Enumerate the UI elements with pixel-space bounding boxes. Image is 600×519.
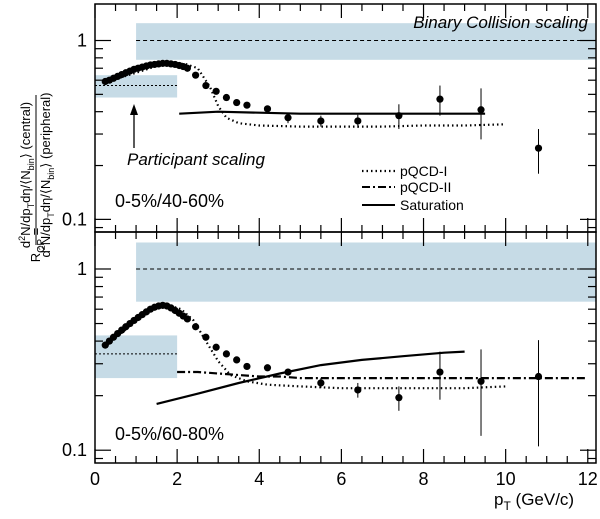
data-point <box>354 117 362 125</box>
panel-label-top: 0-5%/40-60% <box>115 191 224 211</box>
y-axis-title: RCP = d2N/dpTdη/⟨Nbin⟩ (central) d2N/dpT… <box>17 93 56 263</box>
y-tick-label: 1 <box>77 31 87 51</box>
data-point <box>436 95 444 103</box>
y-tick-label: 1 <box>77 259 87 279</box>
data-point <box>477 377 485 385</box>
panel-label-bottom: 0-5%/60-80% <box>115 424 224 444</box>
data-point <box>534 144 543 152</box>
data-point <box>183 315 191 323</box>
x-tick-label: 4 <box>254 469 264 489</box>
data-point <box>222 93 231 102</box>
legend: pQCD-I pQCD-II Saturation <box>362 163 464 213</box>
data-point <box>243 101 251 109</box>
data-point <box>395 394 403 402</box>
data-point <box>243 362 251 371</box>
legend-pqcd2-label: pQCD-II <box>400 179 451 195</box>
data-point <box>212 87 220 95</box>
data-point <box>317 379 325 387</box>
x-tick-label: 6 <box>336 469 346 489</box>
data-point <box>317 117 325 125</box>
data-point <box>183 64 191 72</box>
x-tick-label: 0 <box>90 469 100 489</box>
data-point <box>202 333 210 341</box>
data-point <box>212 343 220 351</box>
binary-scaling-band <box>136 242 597 302</box>
saturation-curve <box>156 350 465 405</box>
data-point <box>222 350 231 358</box>
pqcd1-curve <box>106 304 506 390</box>
x-tick-label: 12 <box>578 469 598 489</box>
panel-top: 0.11 <box>62 3 597 233</box>
saturation-curve <box>179 110 486 115</box>
data-point <box>233 356 241 364</box>
data-point <box>192 323 200 331</box>
legend-pqcd1-label: pQCD-I <box>400 163 447 179</box>
data-point <box>284 368 292 376</box>
x-tick-label: 2 <box>172 469 182 489</box>
legend-saturation-label: Saturation <box>400 197 464 213</box>
data-point <box>395 112 403 120</box>
plot-frame <box>94 231 597 464</box>
y-tick-label: 0.1 <box>62 440 87 460</box>
data-point <box>233 98 241 107</box>
binary-scaling-band <box>136 23 597 60</box>
data-point <box>477 106 485 114</box>
panel-bottom: 0.110 2 4 6 8 10 12 <box>62 231 598 489</box>
x-tick-label: 8 <box>419 469 429 489</box>
data-point <box>192 71 200 79</box>
svg-text:d2N/dpTdη/⟨Nbin⟩ (peripheral): d2N/dpTdη/⟨Nbin⟩ (peripheral) <box>37 93 56 258</box>
participant-scaling-label: Participant scaling <box>127 150 266 169</box>
data-point <box>263 105 272 113</box>
data-point <box>354 386 362 394</box>
x-tick-label: 10 <box>496 469 516 489</box>
y-tick-label: 0.1 <box>62 209 87 229</box>
svg-text:d2N/dpTdη/⟨Nbin⟩ (central): d2N/dpTdη/⟨Nbin⟩ (central) <box>17 102 36 248</box>
pqcd2-curve <box>177 370 588 380</box>
x-axis-title: pT (GeV/c) <box>494 490 574 513</box>
participant-arrow <box>130 104 138 148</box>
data-point <box>534 372 543 381</box>
data-point <box>284 114 292 122</box>
data-point <box>202 81 210 90</box>
data-point <box>436 368 444 376</box>
binary-scaling-label: Binary Collision scaling <box>413 13 588 32</box>
data-point <box>263 364 272 372</box>
